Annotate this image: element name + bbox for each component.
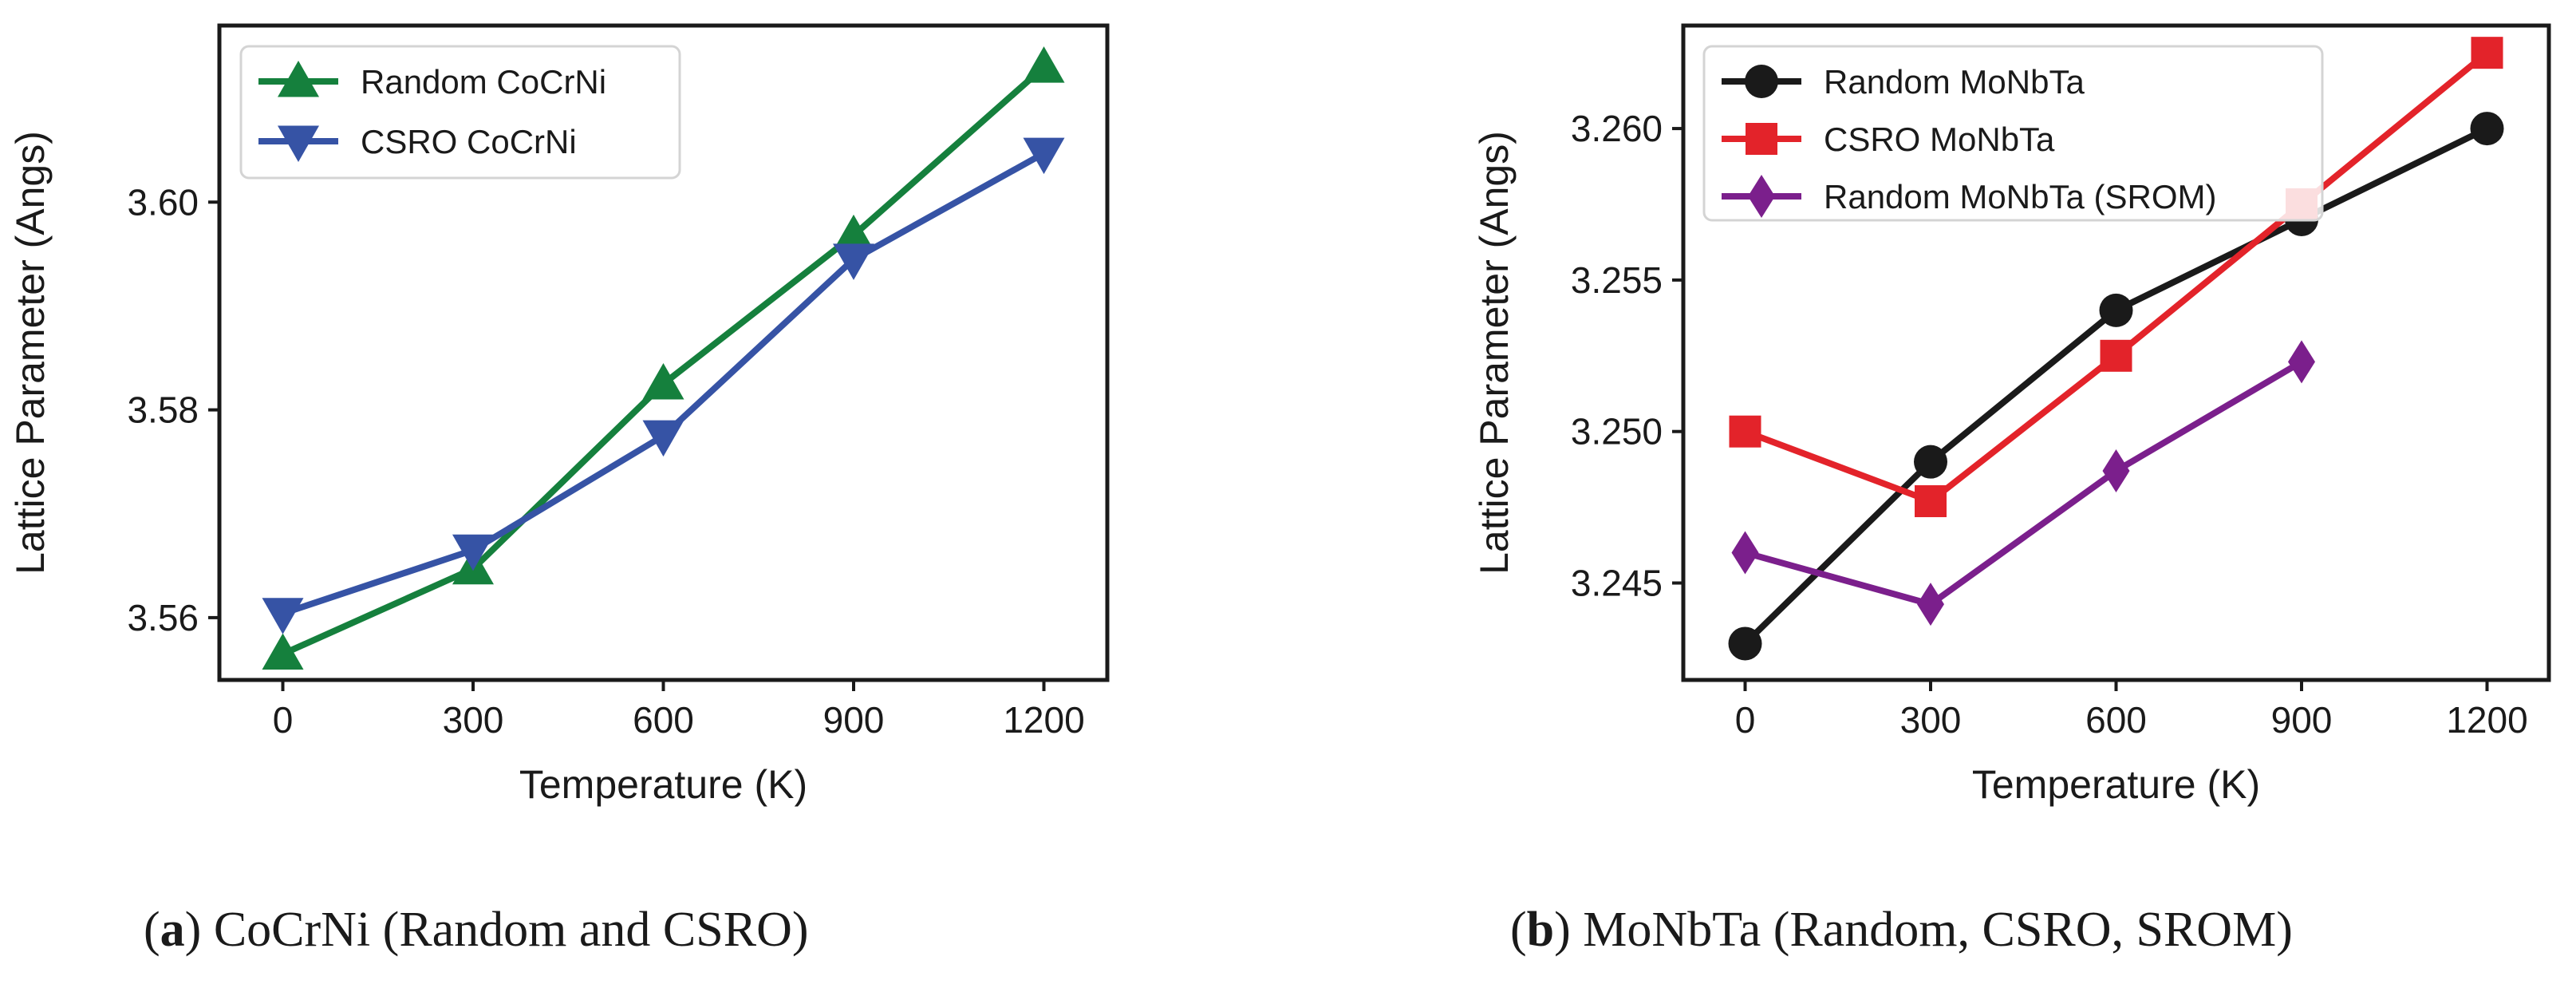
data-point	[262, 598, 304, 634]
series-csro-cocrni	[262, 137, 1065, 634]
legend-item: Random MoNbTa	[1722, 63, 2085, 101]
series-line	[1744, 358, 2304, 608]
legend-item: Random CoCrNi	[258, 61, 606, 101]
series-random-monbta-srom	[1731, 340, 2315, 626]
x-tick-label: 1200	[1003, 699, 1084, 741]
x-tick-label: 600	[2085, 699, 2147, 741]
x-axis-title: Temperature (K)	[519, 762, 807, 807]
x-tick-label: 0	[273, 699, 294, 741]
legend-label: CSRO CoCrNi	[361, 123, 577, 160]
x-tick-label: 900	[823, 699, 885, 741]
data-point	[1023, 137, 1065, 175]
y-tick-label: 3.245	[1571, 563, 1663, 604]
x-tick-label: 900	[2271, 699, 2333, 741]
caption-b: (b) MoNbTa (Random, CSRO, SROM)	[1510, 903, 2293, 957]
data-point	[452, 534, 494, 571]
legend-label: Random MoNbTa	[1824, 63, 2085, 101]
y-tick-label: 3.255	[1571, 259, 1663, 301]
data-point	[642, 363, 684, 400]
legend-label: Random CoCrNi	[361, 63, 606, 101]
data-point	[833, 243, 874, 280]
legend-marker	[1746, 123, 1777, 155]
data-point	[1917, 583, 1944, 626]
y-tick-label: 3.56	[127, 597, 199, 638]
legend: Random MoNbTa CSRO MoNbTa Random MoNbTa (S…	[1702, 45, 2324, 222]
y-tick-label: 3.250	[1571, 411, 1663, 453]
data-point	[642, 420, 684, 457]
y-tick-label: 3.260	[1571, 108, 1663, 149]
legend-box	[1702, 45, 2324, 222]
legend-marker	[278, 61, 319, 97]
y-axis-title: Lattice Parameter (Angs)	[1472, 131, 1517, 575]
x-axis-title: Temperature (K)	[1972, 762, 2260, 807]
legend-marker	[278, 125, 319, 162]
data-point	[833, 214, 874, 251]
legend: Random CoCrNi CSRO CoCrNi	[239, 45, 681, 180]
data-point	[1728, 626, 1762, 661]
y-axis-title: Lattice Parameter (Angs)	[8, 131, 53, 575]
y-tick-label: 3.58	[127, 389, 199, 431]
x-tick-label: 1200	[2446, 699, 2527, 741]
x-tick-label: 0	[1735, 699, 1756, 741]
data-point	[2471, 37, 2503, 69]
legend-item: CSRO MoNbTa	[1722, 121, 2055, 158]
legend-item: Random MoNbTa (SROM)	[1722, 175, 2216, 218]
legend-label: CSRO MoNbTa	[1824, 121, 2055, 158]
data-point	[1023, 46, 1065, 83]
data-point	[262, 633, 304, 670]
data-point	[2102, 449, 2130, 493]
chart-a: 0 300 600 900 1200 3.56 3.58 3.60 Temperature (K…	[8, 23, 1110, 807]
data-point	[2099, 293, 2133, 327]
caption-a: (a) CoCrNi (Random and CSRO)	[144, 903, 809, 957]
x-tick-label: 300	[443, 699, 504, 741]
legend-marker	[1745, 65, 1778, 98]
caption-a-text: CoCrNi (Random and CSRO)	[213, 903, 809, 957]
legend-item: CSRO CoCrNi	[258, 123, 577, 162]
y-tick-label: 3.60	[127, 181, 199, 223]
chart-b: 0 300 600 900 1200 3.245 3.250 3.255 3.260 Temper…	[1472, 23, 2551, 807]
caption-b-tag: b	[1526, 903, 1555, 957]
caption-b-text: MoNbTa (Random, CSRO, SROM)	[1583, 903, 2293, 957]
legend-label: Random MoNbTa (SROM)	[1824, 178, 2216, 215]
data-point	[2288, 340, 2315, 384]
legend-marker	[1748, 175, 1775, 218]
data-point	[2470, 112, 2504, 146]
data-point	[1729, 415, 1761, 448]
legend-box	[239, 45, 681, 180]
x-tick-label: 300	[1900, 699, 1962, 741]
x-tick-label: 600	[633, 699, 694, 741]
data-point	[1914, 445, 1947, 479]
caption-a-tag: a	[160, 903, 185, 957]
data-point	[1915, 485, 1947, 518]
data-point	[1731, 531, 1759, 575]
data-point	[2100, 339, 2132, 372]
